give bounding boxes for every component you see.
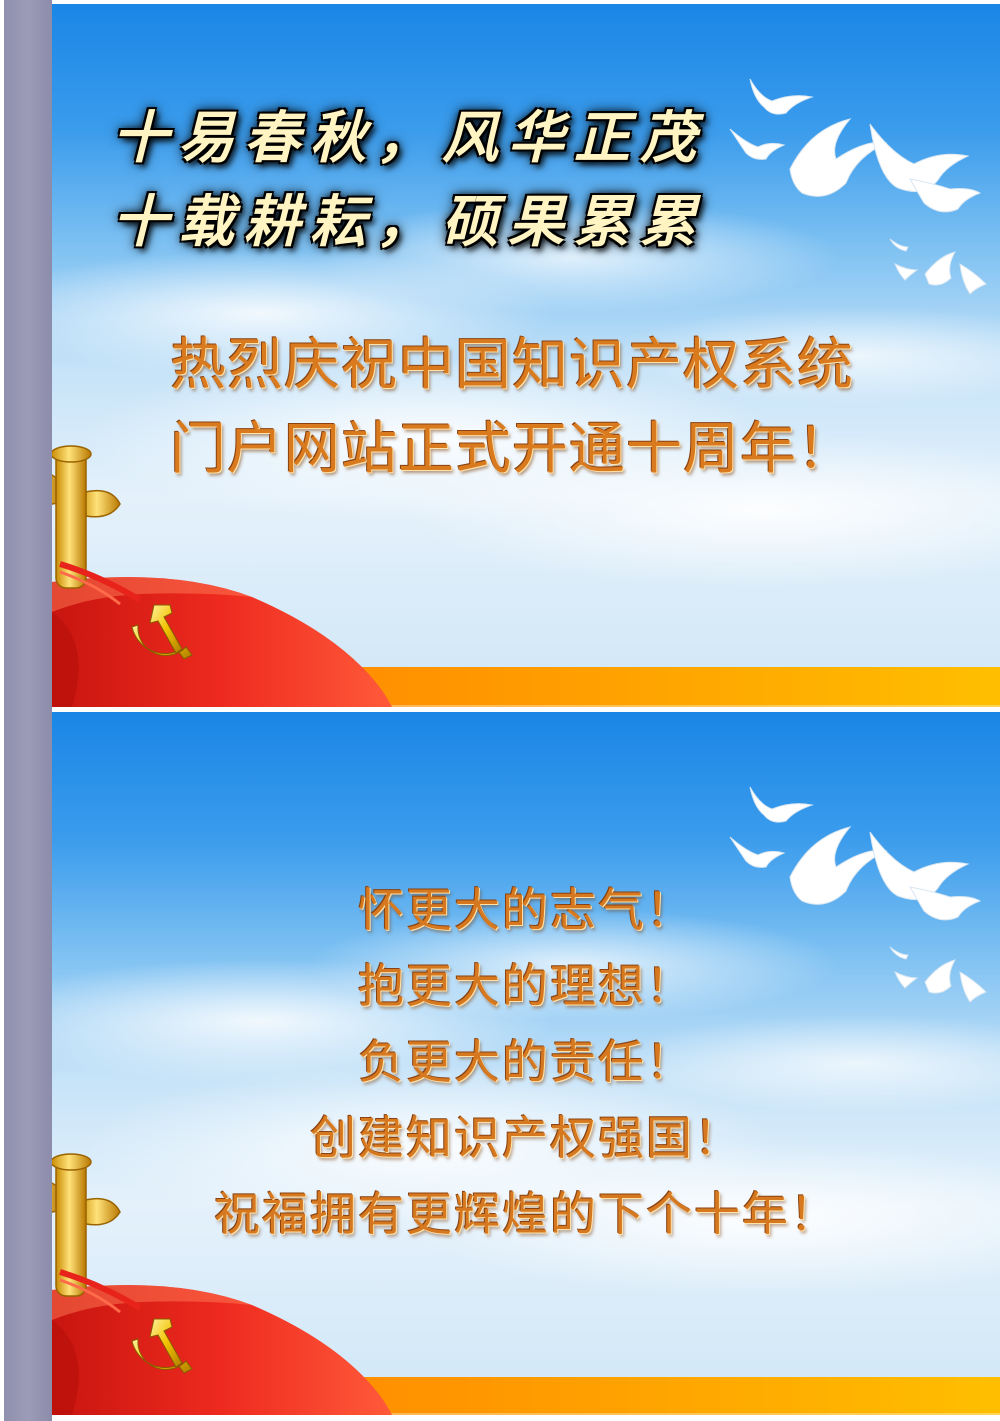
wish-line: 祝福拥有更辉煌的下个十年！ bbox=[214, 1187, 838, 1241]
huabiao-pillar-icon bbox=[52, 1152, 142, 1314]
slide-anniversary: 十易春秋，风华正茂 十载耕耘，硕果累累 热烈庆祝中国知识产权系统 门户网站正式开… bbox=[52, 4, 1000, 707]
anniversary-headline: 热烈庆祝中国知识产权系统 门户网站正式开通十周年！ bbox=[170, 324, 854, 492]
wish-line: 怀更大的志气！ bbox=[358, 883, 694, 937]
wish-line: 负更大的责任！ bbox=[358, 1035, 694, 1089]
hammer-sickle-icon bbox=[124, 591, 204, 671]
wish-line: 创建知识产权强国！ bbox=[310, 1111, 742, 1165]
wish-line: 抱更大的理想！ bbox=[358, 959, 694, 1013]
dove-flock-icon bbox=[710, 59, 1000, 319]
headline-line-1: 热烈庆祝中国知识产权系统 bbox=[170, 333, 854, 398]
poem-line-1: 十易春秋，风华正茂 bbox=[112, 105, 706, 171]
wishes-list: 怀更大的志气！ 抱更大的理想！ 负更大的责任！ 创建知识产权强国！ 祝福拥有更辉… bbox=[52, 872, 1000, 1252]
page-left-edge bbox=[0, 0, 4, 1421]
party-flag-icon bbox=[52, 1280, 452, 1415]
huabiao-pillar-icon bbox=[52, 444, 142, 606]
party-flag-icon bbox=[52, 572, 452, 707]
side-bar bbox=[4, 0, 52, 1421]
slogan-poem: 十易春秋，风华正茂 十载耕耘，硕果累累 bbox=[112, 96, 706, 264]
poem-line-2: 十载耕耘，硕果累累 bbox=[112, 189, 706, 255]
hammer-sickle-icon bbox=[124, 1305, 204, 1385]
headline-line-2: 门户网站正式开通十周年！ bbox=[170, 417, 854, 482]
slide-wishes: 怀更大的志气！ 抱更大的理想！ 负更大的责任！ 创建知识产权强国！ 祝福拥有更辉… bbox=[52, 712, 1000, 1415]
dove-flock-icon bbox=[710, 767, 1000, 1027]
